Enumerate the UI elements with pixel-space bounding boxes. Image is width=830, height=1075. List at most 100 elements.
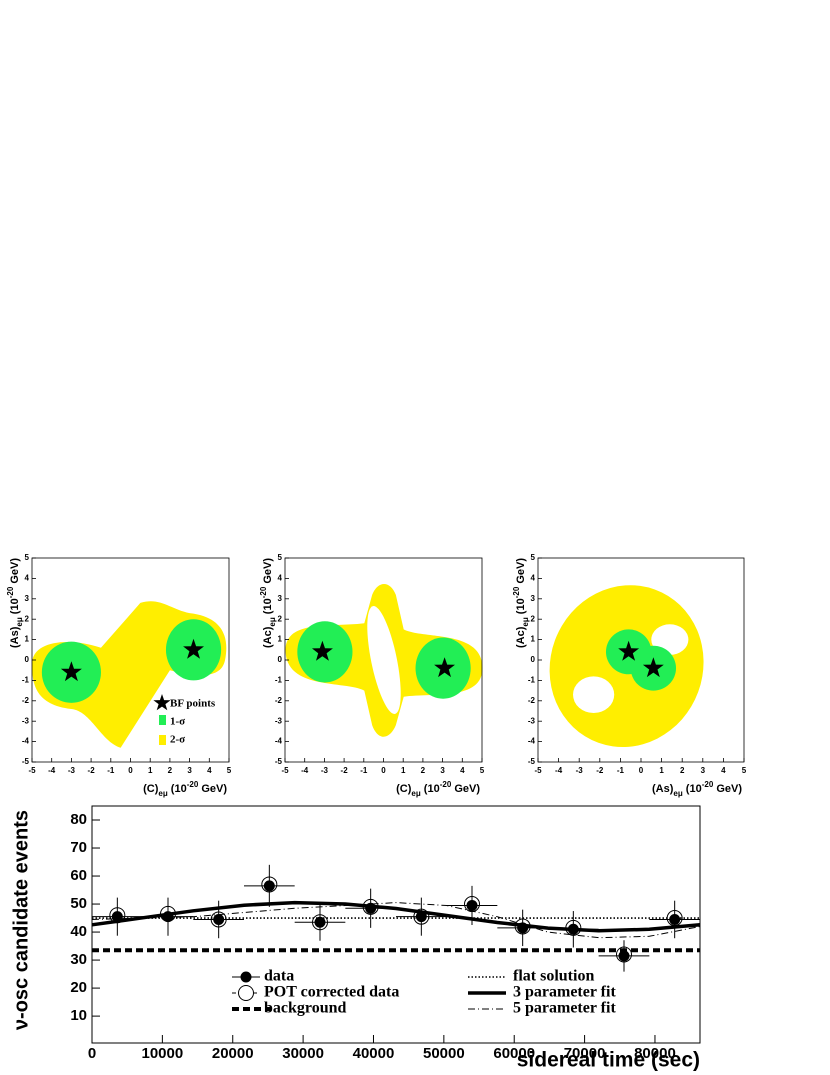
y-tick-label: 20 bbox=[70, 979, 87, 996]
x-tick-label: 60000 bbox=[493, 1045, 535, 1062]
y-tick-label: 4 bbox=[531, 574, 536, 583]
open-marker bbox=[616, 946, 632, 963]
label-part: (10 bbox=[515, 598, 527, 617]
legend-label: 2-σ bbox=[170, 734, 185, 746]
x-tick-label: 70000 bbox=[564, 1045, 606, 1062]
label-part: -20 bbox=[702, 780, 714, 789]
y-tick-label: -4 bbox=[528, 737, 536, 746]
x-tick-label: -5 bbox=[281, 766, 289, 775]
x-tick-label: 4 bbox=[460, 766, 465, 775]
legend-marker bbox=[238, 985, 254, 1001]
label-part: eμ bbox=[158, 789, 167, 798]
label-part: eμ bbox=[521, 617, 530, 626]
y-tick-label: -1 bbox=[275, 676, 283, 685]
x-tick-label: -5 bbox=[28, 766, 36, 775]
x-tick-label: 0 bbox=[639, 766, 644, 775]
legend-label: background bbox=[264, 1000, 347, 1017]
x-tick-label: 1 bbox=[401, 766, 406, 775]
axis-label: (As)eμ (10-20 GeV) bbox=[6, 558, 24, 648]
x-tick-label: 80000 bbox=[634, 1045, 676, 1062]
x-tick-label: 20000 bbox=[212, 1045, 254, 1062]
legend-label: 1-σ bbox=[170, 716, 185, 728]
label-part: -20 bbox=[187, 780, 199, 789]
x-tick-label: 5 bbox=[227, 766, 232, 775]
label-part: (C) bbox=[396, 783, 412, 795]
legend-star bbox=[153, 694, 171, 711]
data-marker bbox=[263, 880, 275, 892]
legend-label: 5 parameter fit bbox=[513, 1000, 616, 1017]
legend-marker bbox=[240, 971, 252, 983]
y-tick-label: 70 bbox=[70, 839, 87, 856]
y-tick-label: 2 bbox=[531, 614, 536, 623]
bf-point bbox=[312, 640, 333, 661]
legend-swatch bbox=[159, 735, 166, 745]
bf-point bbox=[183, 638, 204, 659]
data-marker bbox=[213, 913, 225, 925]
open-marker bbox=[413, 908, 430, 925]
legend-label: POT corrected data bbox=[264, 984, 399, 1001]
x-tick-label: 5 bbox=[742, 766, 747, 775]
y-tick-label: 3 bbox=[25, 594, 30, 603]
y-tick-label: 50 bbox=[70, 895, 87, 912]
label-part: (10 bbox=[168, 783, 187, 795]
label-part: GeV) bbox=[713, 783, 742, 795]
fit-line bbox=[91, 902, 701, 939]
x-tick-label: 1 bbox=[148, 766, 153, 775]
y-tick-label: 5 bbox=[278, 553, 283, 562]
y-tick-label: 60 bbox=[70, 867, 87, 884]
y-tick-label: 5 bbox=[531, 553, 536, 562]
axis-label: (Ac)eμ (10-20 GeV) bbox=[259, 558, 277, 648]
y-tick-label: 40 bbox=[70, 923, 87, 940]
axis-label: (C)eμ (10-20 GeV) bbox=[143, 780, 227, 798]
open-marker bbox=[261, 876, 278, 893]
data-marker bbox=[669, 913, 681, 925]
label-part: (C) bbox=[143, 783, 159, 795]
y-tick-label: 0 bbox=[531, 655, 536, 664]
label-part: GeV) bbox=[515, 558, 527, 587]
x-tick-label: 5 bbox=[480, 766, 485, 775]
label-part: (10 bbox=[421, 783, 440, 795]
y-tick-label: -3 bbox=[528, 716, 536, 725]
y-tick-label: -4 bbox=[275, 737, 283, 746]
x-tick-label: 40000 bbox=[353, 1045, 395, 1062]
x-tick-label: 3 bbox=[701, 766, 706, 775]
label-part: (As) bbox=[652, 783, 674, 795]
x-tick-label: 2 bbox=[421, 766, 426, 775]
y-tick-label: 0 bbox=[25, 655, 30, 664]
y-tick-label: -5 bbox=[275, 757, 283, 766]
label-part: (10 bbox=[683, 783, 702, 795]
y-tick-label: 2 bbox=[25, 614, 30, 623]
y-tick-label: -2 bbox=[22, 696, 30, 705]
y-tick-label: 10 bbox=[70, 1007, 87, 1024]
y-tick-label: 5 bbox=[25, 553, 30, 562]
x-tick-label: -3 bbox=[68, 766, 76, 775]
legend-label: data bbox=[264, 968, 294, 985]
label-part: eμ bbox=[15, 617, 24, 626]
x-tick-label: -3 bbox=[321, 766, 329, 775]
x-tick-label: 4 bbox=[207, 766, 212, 775]
x-tick-label: 50000 bbox=[423, 1045, 465, 1062]
bf-point bbox=[60, 661, 82, 682]
axis-label: (As)eμ (10-20 GeV) bbox=[652, 780, 742, 798]
x-tick-label: 30000 bbox=[282, 1045, 324, 1062]
y-tick-label: -4 bbox=[22, 737, 30, 746]
x-tick-label: 0 bbox=[88, 1045, 96, 1062]
contour-regions bbox=[285, 584, 483, 737]
label-part: GeV) bbox=[198, 783, 227, 795]
label-part: GeV) bbox=[451, 783, 480, 795]
label-part: -20 bbox=[6, 586, 15, 598]
y-tick-label: -1 bbox=[528, 676, 536, 685]
x-tick-label: 10000 bbox=[142, 1045, 184, 1062]
y-tick-label: 0 bbox=[278, 655, 283, 664]
x-tick-label: 0 bbox=[381, 766, 386, 775]
x-tick-label: 1 bbox=[659, 766, 664, 775]
x-tick-label: 3 bbox=[440, 766, 445, 775]
label-part: eμ bbox=[673, 789, 682, 798]
x-axis-label: sidereal time (sec) bbox=[517, 1049, 700, 1072]
open-marker bbox=[210, 911, 227, 928]
label-part: GeV) bbox=[9, 558, 21, 587]
y-tick-label: 3 bbox=[278, 594, 283, 603]
x-tick-label: -4 bbox=[555, 766, 563, 775]
label-part: eμ bbox=[411, 789, 420, 798]
